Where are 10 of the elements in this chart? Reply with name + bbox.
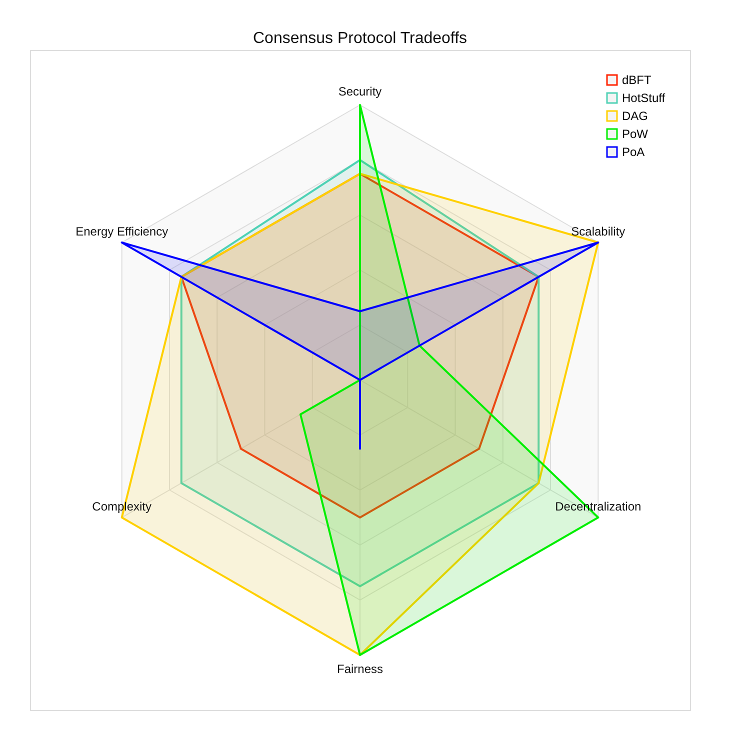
legend-label: PoA	[622, 145, 645, 159]
spoke-label: Scalability	[571, 224, 626, 238]
spoke-label: Energy Efficiency	[76, 224, 168, 238]
spoke-label: Security	[338, 84, 382, 98]
chart-title: Consensus Protocol Tradeoffs	[252, 30, 468, 47]
legend-label: DAG	[622, 109, 648, 123]
legend-label: HotStuff	[622, 91, 666, 105]
legend-label: PoW	[622, 127, 649, 141]
spoke-label: Fairness	[336, 662, 384, 676]
legend-label: dBFT	[622, 73, 652, 87]
